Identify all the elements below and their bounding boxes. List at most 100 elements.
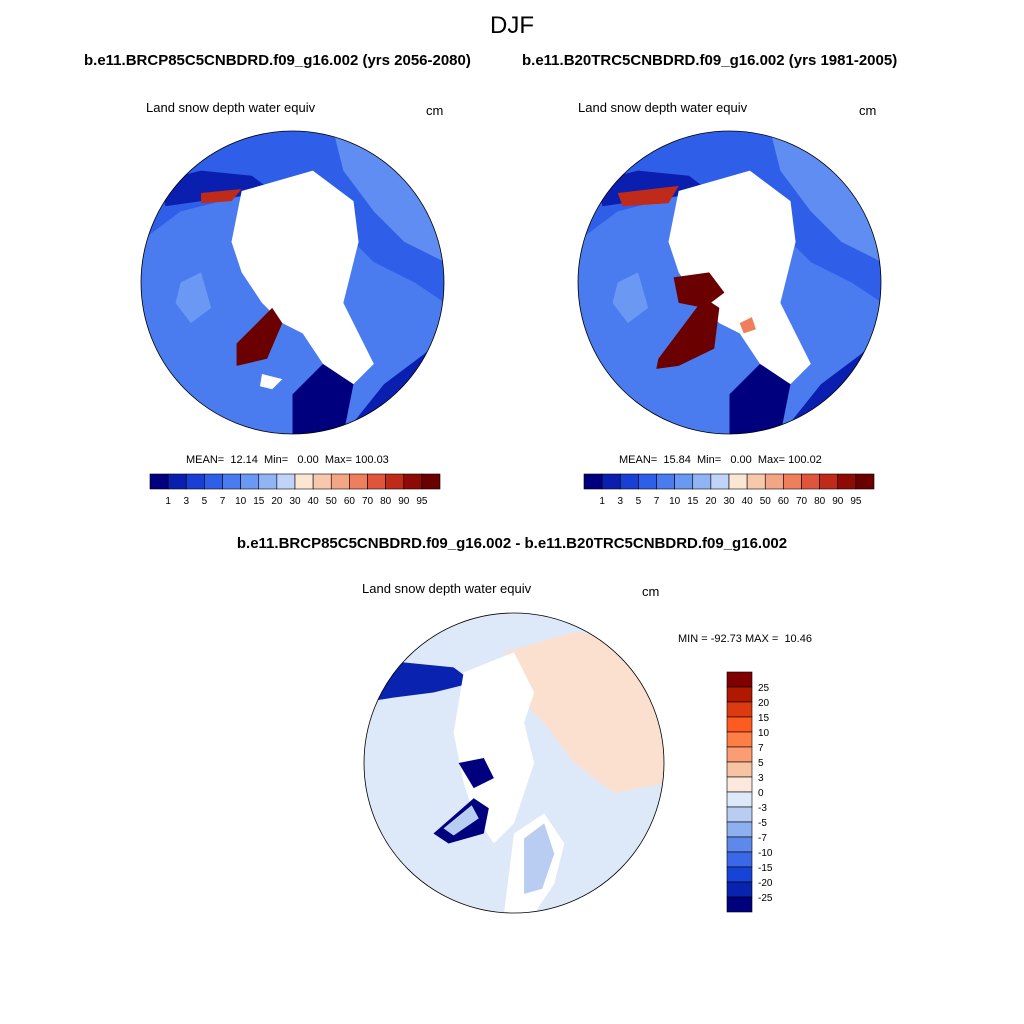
colorbar-box — [330, 473, 350, 490]
colorbar-box — [149, 473, 169, 490]
colorbar-box — [726, 791, 753, 808]
diff-panel-unit: cm — [642, 584, 660, 599]
colorbar-box — [801, 473, 820, 490]
colorbar-tick-label: -10 — [758, 848, 773, 859]
colorbar-box — [726, 776, 753, 793]
snow-field-light — [175, 272, 212, 324]
colorbar-tick-label: -3 — [758, 803, 767, 814]
greenland-ice-sheet — [236, 307, 283, 366]
colorbar-tick-label: 95 — [416, 496, 428, 507]
colorbar-tick-label: 80 — [380, 496, 392, 507]
small-increase-field — [503, 632, 664, 794]
snow-field-deep — [160, 170, 273, 207]
right-colorbar: 1 3 5 7 10 15 20 30 40 50 60 70 80 90 95 — [583, 473, 875, 507]
colorbar-box — [258, 473, 278, 490]
colorbar-tick-label: 15 — [253, 496, 265, 507]
colorbar-box — [656, 473, 675, 490]
colorbar-tick-label: 95 — [850, 496, 862, 507]
colorbar-box — [728, 473, 748, 490]
colorbar-box — [726, 671, 753, 688]
colorbar-tick-label: 10 — [669, 496, 681, 507]
greenland-interior — [443, 805, 479, 836]
colorbar-box — [726, 836, 753, 853]
colorbar-box — [710, 473, 730, 490]
greenland-ice-sheet — [656, 297, 720, 369]
difference-polar-map — [363, 612, 665, 914]
arctic-ocean — [668, 170, 811, 385]
diff-stats: MIN = -92.73 MAX = 10.46 — [678, 633, 812, 645]
colorbar-tick-label: -20 — [758, 878, 773, 889]
right-panel-unit: cm — [859, 103, 877, 118]
figure-title: DJF — [490, 12, 534, 39]
colorbar-tick-label: -15 — [758, 863, 773, 874]
colorbar-box — [726, 686, 753, 703]
colorbar-box — [726, 701, 753, 718]
diff-colorbar: 25 20 15 10 7 5 3 0 -3 -5 -7 -10 -15 -20 -25 — [726, 671, 773, 913]
map-border — [140, 130, 445, 435]
map-border — [577, 130, 882, 435]
colorbar-box — [726, 731, 753, 748]
colorbar-box — [638, 473, 657, 490]
colorbar-tick-label: 3 — [617, 496, 623, 507]
colorbar-tick-label: 5 — [758, 758, 764, 769]
colorbar-tick-label: 10 — [235, 496, 247, 507]
colorbar-tick-label: 10 — [758, 728, 770, 739]
right-run-title: b.e11.B20TRC5CNBDRD.f09_g16.002 (yrs 198… — [522, 52, 898, 69]
colorbar-tick-label: 80 — [814, 496, 826, 507]
right-panel-label: Land snow depth water equiv — [578, 100, 748, 115]
colorbar-box — [312, 473, 332, 490]
colorbar-box — [619, 473, 639, 490]
diff-panel-label: Land snow depth water equiv — [362, 581, 532, 596]
colorbar-tick-label: 40 — [742, 496, 754, 507]
colorbar-tick-label: 20 — [705, 496, 717, 507]
left-colorbar: 1 3 5 7 10 15 20 30 40 50 60 70 80 90 95 — [149, 473, 441, 507]
colorbar-tick-label: 3 — [183, 496, 189, 507]
colorbar-box — [349, 473, 368, 490]
right-polar-map — [577, 130, 882, 435]
colorbar-box — [222, 473, 241, 490]
colorbar-box — [726, 761, 753, 778]
colorbar-box — [692, 473, 712, 490]
colorbar-tick-label: 90 — [832, 496, 844, 507]
left-polar-map — [140, 130, 445, 435]
snow-field-light — [612, 272, 649, 324]
colorbar-tick-label: 5 — [636, 496, 642, 507]
colorbar-box — [726, 806, 753, 823]
colorbar-box — [746, 473, 766, 490]
colorbar-tick-label: 20 — [758, 698, 770, 709]
colorbar-box — [855, 473, 875, 490]
colorbar-box — [601, 473, 621, 490]
arctic-ocean — [231, 170, 374, 385]
colorbar-box — [837, 473, 857, 490]
difference-title: b.e11.BRCP85C5CNBDRD.f09_g16.002 - b.e11… — [236, 535, 788, 552]
colorbar-tick-label: 15 — [687, 496, 699, 507]
left-panel-unit: cm — [426, 103, 444, 118]
snow-field-deepest — [729, 363, 791, 434]
colorbar-box — [204, 473, 223, 490]
colorbar-box — [167, 473, 187, 490]
colorbar-tick-label: 60 — [344, 496, 356, 507]
left-stats: MEAN= 12.14 Min= 0.00 Max= 100.03 — [186, 454, 389, 466]
island-decrease — [458, 757, 494, 789]
colorbar-box — [819, 473, 839, 490]
colorbar-box — [726, 746, 753, 763]
colorbar-box — [185, 473, 205, 490]
colorbar-box — [385, 473, 405, 490]
colorbar-tick-label: 70 — [362, 496, 374, 507]
colorbar-box — [726, 896, 753, 913]
colorbar-tick-label: 20 — [271, 496, 283, 507]
colorbar-box — [764, 473, 784, 490]
colorbar-tick-label: 7 — [220, 496, 226, 507]
colorbar-tick-label: 60 — [778, 496, 790, 507]
small-decrease-field — [524, 823, 555, 894]
high-snow-patch — [201, 188, 242, 204]
colorbar-tick-label: 25 — [758, 683, 770, 694]
arctic-islands-ice — [673, 272, 725, 308]
snow-field-deepest — [292, 363, 354, 434]
land-gap — [259, 374, 283, 390]
colorbar-box — [294, 473, 314, 490]
colorbar-box — [726, 851, 753, 868]
colorbar-box — [403, 473, 423, 490]
colorbar-tick-label: 90 — [398, 496, 410, 507]
colorbar-tick-label: 5 — [202, 496, 208, 507]
